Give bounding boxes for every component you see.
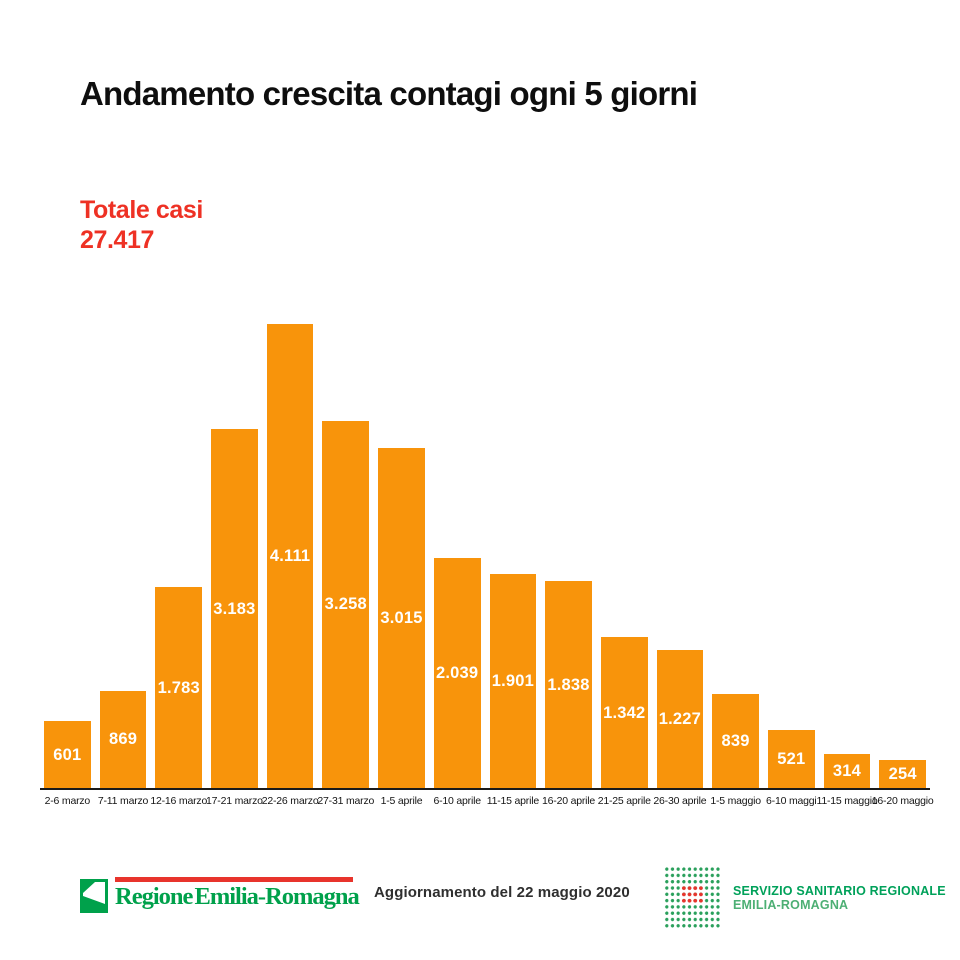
bar: 521	[767, 730, 815, 789]
regione-logo-text: Regione Emilia-Romagna	[115, 883, 360, 910]
regione-emilia-romagna-logo: Regione Emilia-Romagna	[80, 877, 360, 913]
dot-matrix-icon	[664, 866, 721, 929]
bar: 3.258	[322, 420, 370, 789]
bar: 1.227	[656, 650, 704, 789]
bar-value-label: 839	[721, 732, 750, 751]
regione-logo-right: Regione Emilia-Romagna	[115, 877, 360, 910]
bar-value-label: 601	[53, 745, 82, 764]
bar-value-label: 3.183	[213, 599, 256, 618]
bar: 1.838	[545, 581, 592, 789]
bar: 1.342	[600, 637, 648, 789]
bar-value-label: 314	[832, 761, 862, 780]
bar: 2.039	[433, 558, 481, 789]
regione-logo-red-bar	[115, 877, 353, 882]
x-axis-tick-label: 16-20 aprile	[542, 795, 596, 807]
x-axis-tick-label: 7-11 marzo	[97, 795, 149, 807]
bar: 1.783	[155, 587, 203, 789]
bar-value-label: 1.342	[603, 703, 646, 722]
bar-value-label: 2.039	[436, 664, 479, 683]
bar-value-label: 4.111	[269, 547, 311, 565]
x-axis-line	[40, 788, 930, 790]
ssr-logo-text: SERVIZIO SANITARIO REGIONALE EMILIA-ROMA…	[733, 884, 946, 912]
bar: 3.015	[378, 448, 425, 789]
ssr-logo-line2: EMILIA-ROMAGNA	[733, 897, 849, 912]
bar: 4.111	[266, 324, 314, 789]
x-axis-tick-label: 12-16 marzo	[150, 795, 208, 807]
x-axis-tick-label: 2-6 marzo	[44, 795, 91, 807]
x-axis-tick-label: 1-5 aprile	[380, 795, 423, 807]
x-axis-tick-label: 17-21 marzo	[206, 795, 263, 807]
bar-value-label: 3.015	[380, 609, 423, 627]
x-axis-labels: 2-6 marzo 7-11 marzo 12-16 marzo 17-21 marz…	[44, 795, 934, 807]
regione-emilia-romagna-mark-icon	[80, 879, 108, 913]
ssr-logo-line1: SERVIZIO SANITARIO REGIONALE	[733, 883, 946, 898]
bar-value-label: 1.901	[491, 672, 534, 690]
servizio-sanitario-logo: SERVIZIO SANITARIO REGIONALE EMILIA-ROMA…	[664, 866, 946, 929]
x-axis-tick-label: 11-15 aprile	[486, 795, 539, 807]
bar-chart: 601 869 1.783 3.183 4.111 3.258 3.015 2.039 1.90…	[44, 324, 926, 789]
total-cases-label: Totale casi	[80, 196, 203, 224]
x-axis-tick-label: 26-30 aprile	[653, 795, 707, 807]
x-axis-tick-label: 16-20 maggio	[871, 795, 934, 807]
dot-matrix-red-center	[681, 884, 704, 904]
bar: 3.183	[211, 429, 258, 789]
bar-value-label: 869	[108, 730, 138, 749]
total-cases-value: 27.417	[80, 225, 155, 254]
bar-value-label: 254	[888, 765, 917, 784]
x-axis-tick-label: 22-26 marzo	[261, 795, 319, 807]
total-cases-block: Totale casi 27.417	[80, 196, 203, 255]
x-axis-tick-label: 1-5 maggio	[710, 795, 761, 807]
x-axis-tick-label: 27-31 marzo	[317, 795, 375, 807]
bar-value-label: 1.783	[157, 678, 200, 697]
x-axis-tick-label: 11-15 maggio	[816, 795, 878, 807]
bar: 1.901	[489, 574, 537, 789]
x-axis-tick-label: 6-10 aprile	[433, 795, 481, 807]
bar: 601	[44, 721, 91, 789]
bar-value-label: 3.258	[324, 595, 367, 614]
bar: 254	[879, 760, 926, 789]
page-title: Andamento crescita contagi ogni 5 giorni	[80, 75, 698, 112]
bar: 839	[712, 694, 759, 789]
x-axis-tick-label: 21-25 aprile	[597, 795, 651, 807]
bar-value-label: 1.838	[547, 675, 590, 694]
x-axis-tick-label: 6-10 maggi	[766, 795, 817, 807]
update-date-text: Aggiornamento del 22 maggio 2020	[374, 884, 630, 901]
bar-value-label: 521	[777, 750, 806, 769]
bar: 314	[823, 753, 871, 789]
bar-value-label: 1.227	[658, 710, 702, 729]
bar: 869	[99, 690, 147, 789]
